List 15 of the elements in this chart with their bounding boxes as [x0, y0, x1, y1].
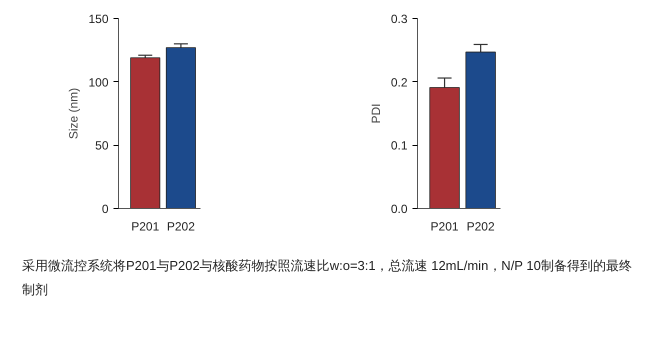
y-tick-label: 0.0 — [390, 202, 408, 216]
y-tick-label: 150 — [88, 12, 109, 26]
y-axis-title: PDI — [368, 103, 383, 124]
x-tick-label: P201 — [131, 220, 160, 234]
x-tick-label: P202 — [466, 220, 495, 234]
y-tick-label: 50 — [95, 138, 109, 153]
y-tick-label: 0 — [102, 202, 109, 216]
y-tick-label: 0.1 — [390, 138, 408, 153]
y-tick-label: 100 — [88, 75, 109, 90]
y-tick-label: 0.2 — [390, 75, 408, 90]
x-tick-label: P201 — [430, 220, 459, 234]
x-tick-label: P202 — [166, 220, 196, 234]
y-tick-label: 0.3 — [390, 12, 408, 26]
text: 采用微流控系统将P201与P202与核酸药物按照流速比w:o=3:1，总流速 12mL/min，N/P 10制备得到的最终制剂 — [22, 257, 633, 299]
y-axis-title: Size (nm) — [66, 88, 80, 140]
